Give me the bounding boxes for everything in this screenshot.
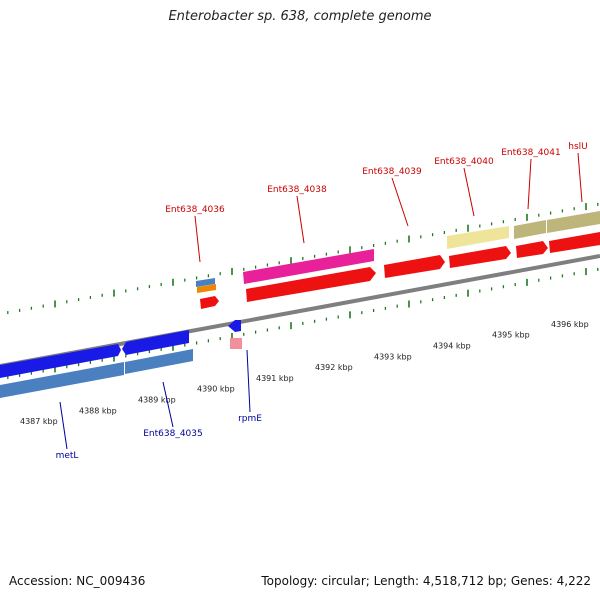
- scale-tick-label: 4389 kbp: [138, 396, 176, 405]
- gene-ent638-4035-cds[interactable]: [122, 330, 189, 355]
- accession-text: Accession: NC_009436: [9, 574, 146, 588]
- forward-gene-label[interactable]: Ent638_4041: [501, 148, 561, 158]
- forward-gene-label[interactable]: Ent638_4039: [362, 167, 422, 177]
- reverse-gene-label[interactable]: rpmE: [238, 414, 262, 424]
- gene-ent638-4038-cds[interactable]: [246, 267, 376, 302]
- forward-label-leader: [463, 167, 475, 217]
- tick-labels: 4387 kbp 4388 kbp 4389 kbp 4390 kbp 4391 kbp…: [20, 320, 589, 426]
- reverse-features: [0, 320, 242, 398]
- forward-tick-row: [7, 202, 599, 315]
- forward-label-leader: [391, 177, 409, 227]
- gene-ent638-4035-rna[interactable]: [125, 349, 193, 374]
- gene-ent638-4038-rna[interactable]: [243, 249, 374, 284]
- forward-label-leader: [194, 215, 201, 263]
- gene-ent638-4041-misc[interactable]: [514, 220, 546, 239]
- forward-label-leader: [527, 158, 532, 210]
- gene-hslu-misc[interactable]: [547, 211, 600, 233]
- gene-ent638-4036-orange[interactable]: [197, 284, 216, 293]
- scale-tick-label: 4387 kbp: [20, 417, 58, 426]
- reverse-label-leader: [162, 381, 174, 428]
- gene-ent638-4039-cds[interactable]: [384, 255, 445, 278]
- scale-tick-label: 4392 kbp: [315, 363, 353, 372]
- forward-gene-labels: Ent638_4036 Ent638_4038 Ent638_4039 Ent638_…: [165, 142, 588, 263]
- reverse-gene-label[interactable]: metL: [56, 451, 79, 461]
- gene-ent638-4040-cds[interactable]: [449, 246, 511, 268]
- reverse-tick-row: [7, 267, 599, 380]
- gene-hslu-cds[interactable]: [549, 232, 600, 253]
- scale-tick-label: 4390 kbp: [197, 385, 235, 394]
- gene-rpme-cds[interactable]: [228, 320, 241, 332]
- scale-tick-label: 4393 kbp: [374, 352, 412, 361]
- scale-tick-label: 4395 kbp: [492, 331, 530, 340]
- scale-tick-label: 4396 kbp: [551, 320, 589, 329]
- gene-ent638-4040-misc[interactable]: [447, 226, 509, 249]
- forward-gene-label[interactable]: Ent638_4038: [267, 185, 327, 195]
- gene-ent638-4036-cds[interactable]: [200, 296, 219, 309]
- gene-ent638-4036-blue[interactable]: [196, 278, 215, 287]
- forward-features: [196, 211, 600, 309]
- reverse-gene-labels: metL Ent638_4035 rpmE: [56, 349, 262, 461]
- forward-gene-label[interactable]: hslU: [568, 142, 587, 152]
- reverse-gene-label[interactable]: Ent638_4035: [143, 429, 203, 439]
- forward-label-leader: [577, 152, 583, 203]
- gene-metl-cds[interactable]: [0, 344, 121, 378]
- scale-tick-label: 4391 kbp: [256, 374, 294, 383]
- map-title: Enterobacter sp. 638, complete genome: [168, 9, 432, 24]
- reverse-label-leader: [59, 401, 68, 450]
- reverse-label-leader: [246, 349, 251, 413]
- forward-gene-label[interactable]: Ent638_4036: [165, 205, 225, 215]
- genome-summary-text: Topology: circular; Length: 4,518,712 bp…: [261, 574, 591, 588]
- scale-tick-label: 4388 kbp: [79, 406, 117, 415]
- scale-tick-label: 4394 kbp: [433, 341, 471, 350]
- gene-ent638-4041-cds[interactable]: [516, 241, 548, 258]
- gene-rpme-rna[interactable]: [230, 338, 242, 349]
- forward-label-leader: [296, 195, 305, 244]
- forward-gene-label[interactable]: Ent638_4040: [434, 157, 494, 167]
- gene-metl-rna[interactable]: [0, 362, 124, 398]
